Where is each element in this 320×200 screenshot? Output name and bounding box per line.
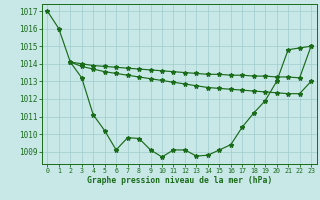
X-axis label: Graphe pression niveau de la mer (hPa): Graphe pression niveau de la mer (hPa) [87, 176, 272, 185]
